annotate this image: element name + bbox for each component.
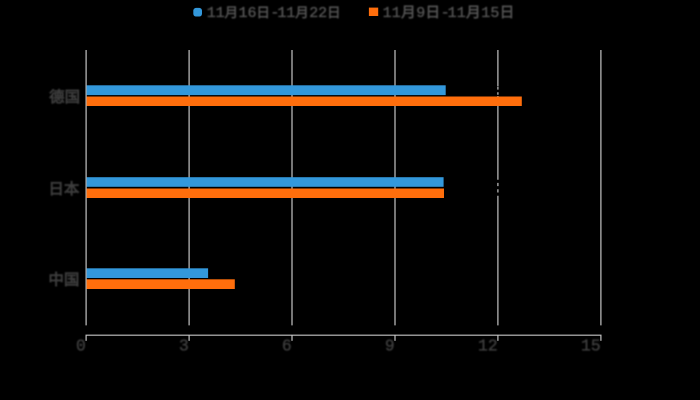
svg-text:9: 9 [416, 5, 425, 22]
svg-text:3: 3 [179, 336, 189, 355]
svg-text:5: 5 [490, 5, 499, 22]
svg-text:1: 1 [216, 5, 225, 22]
svg-text:1: 1 [392, 5, 401, 22]
svg-text:1: 1 [277, 5, 286, 22]
svg-text:12: 12 [478, 336, 498, 355]
svg-text:2: 2 [309, 5, 318, 22]
svg-text:6: 6 [282, 336, 292, 355]
svg-text:1: 1 [448, 5, 457, 22]
svg-text:1: 1 [383, 5, 392, 22]
svg-text:2: 2 [318, 5, 327, 22]
svg-text:15: 15 [581, 336, 601, 355]
svg-text:1: 1 [286, 5, 295, 22]
svg-text:0: 0 [76, 336, 86, 355]
svg-text:-: - [441, 5, 450, 22]
svg-text:6: 6 [247, 5, 256, 22]
svg-text:1: 1 [481, 5, 490, 22]
svg-text:1: 1 [457, 5, 466, 22]
svg-text:9: 9 [385, 336, 395, 355]
svg-text:1: 1 [207, 5, 216, 22]
svg-text:1: 1 [239, 5, 248, 22]
svg-text:-: - [270, 5, 279, 22]
